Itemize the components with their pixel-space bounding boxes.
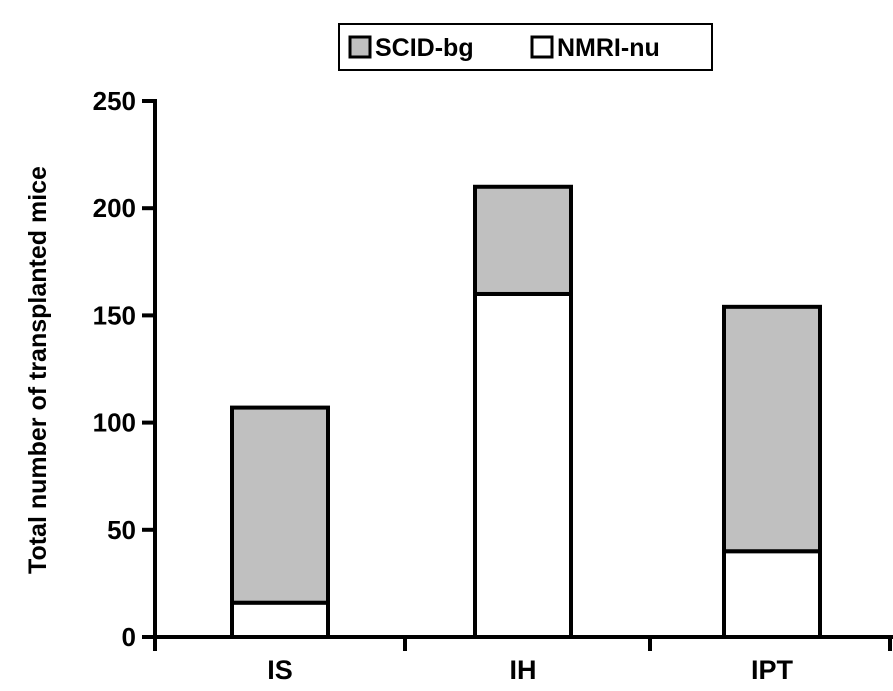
bar-is-nmri-nu [230,600,330,639]
legend-label-nmri-nu: NMRI-nu [557,34,660,62]
legend-box [338,23,713,71]
legend: SCID-bg NMRI-nu [338,23,713,71]
y-tick-label-200: 200 [93,193,136,223]
bar-ipt-nmri-nu [722,549,822,639]
y-tick-label-250: 250 [93,86,136,116]
y-tick-label-0: 0 [122,622,136,652]
tick-labels-layer: 0 50 100 150 200 250 IS IH IPT [93,86,794,685]
bar-ih-nmri-nu [473,291,573,639]
y-tick-label-150: 150 [93,300,136,330]
x-tick-label-is: IS [267,655,293,685]
axes-layer [142,99,893,651]
bar-ih-scid-bg [473,184,573,296]
bar-ipt-scid-bg [722,304,822,554]
x-tick-label-ipt: IPT [751,655,794,685]
x-tick-label-ih: IH [510,655,537,685]
y-axis-title: Total number of transplanted mice [24,166,52,574]
legend-swatch-nmri-nu [530,35,554,59]
bars-layer [230,184,822,639]
y-tick-label-100: 100 [93,408,136,438]
legend-swatch-scid-bg [348,35,372,59]
bar-is-scid-bg [230,405,330,605]
legend-label-scid-bg: SCID-bg [375,34,474,62]
y-tick-label-50: 50 [107,515,136,545]
